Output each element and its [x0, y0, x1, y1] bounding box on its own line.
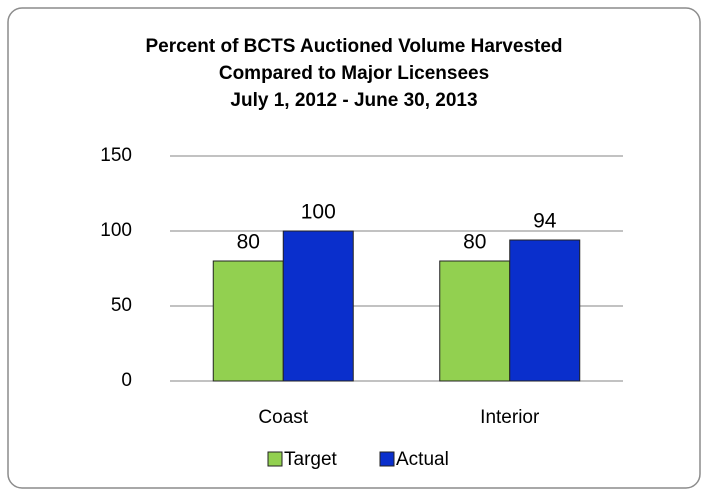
- data-label: 80: [463, 231, 486, 254]
- data-label: 80: [237, 231, 260, 254]
- legend-swatch: [267, 451, 283, 467]
- y-tick-label: 50: [111, 295, 132, 316]
- y-tick-label: 150: [100, 145, 132, 166]
- bar: [439, 260, 511, 382]
- y-tick-label: 0: [121, 370, 132, 391]
- chart-title: July 1, 2012 - June 30, 2013: [230, 90, 477, 111]
- x-tick-label: Interior: [480, 407, 540, 428]
- x-tick-label: Coast: [258, 407, 308, 428]
- data-label: 94: [533, 210, 557, 233]
- legend-label: Target: [284, 449, 338, 470]
- bar: [509, 239, 581, 382]
- chart-title: Percent of BCTS Auctioned Volume Harvest…: [145, 36, 562, 57]
- bar: [212, 260, 284, 382]
- chart-title: Compared to Major Licensees: [219, 63, 489, 84]
- y-tick-label: 100: [100, 220, 132, 241]
- data-label: 100: [301, 201, 336, 224]
- legend-swatch: [379, 451, 395, 467]
- legend-label: Actual: [396, 449, 449, 470]
- bar: [282, 230, 354, 382]
